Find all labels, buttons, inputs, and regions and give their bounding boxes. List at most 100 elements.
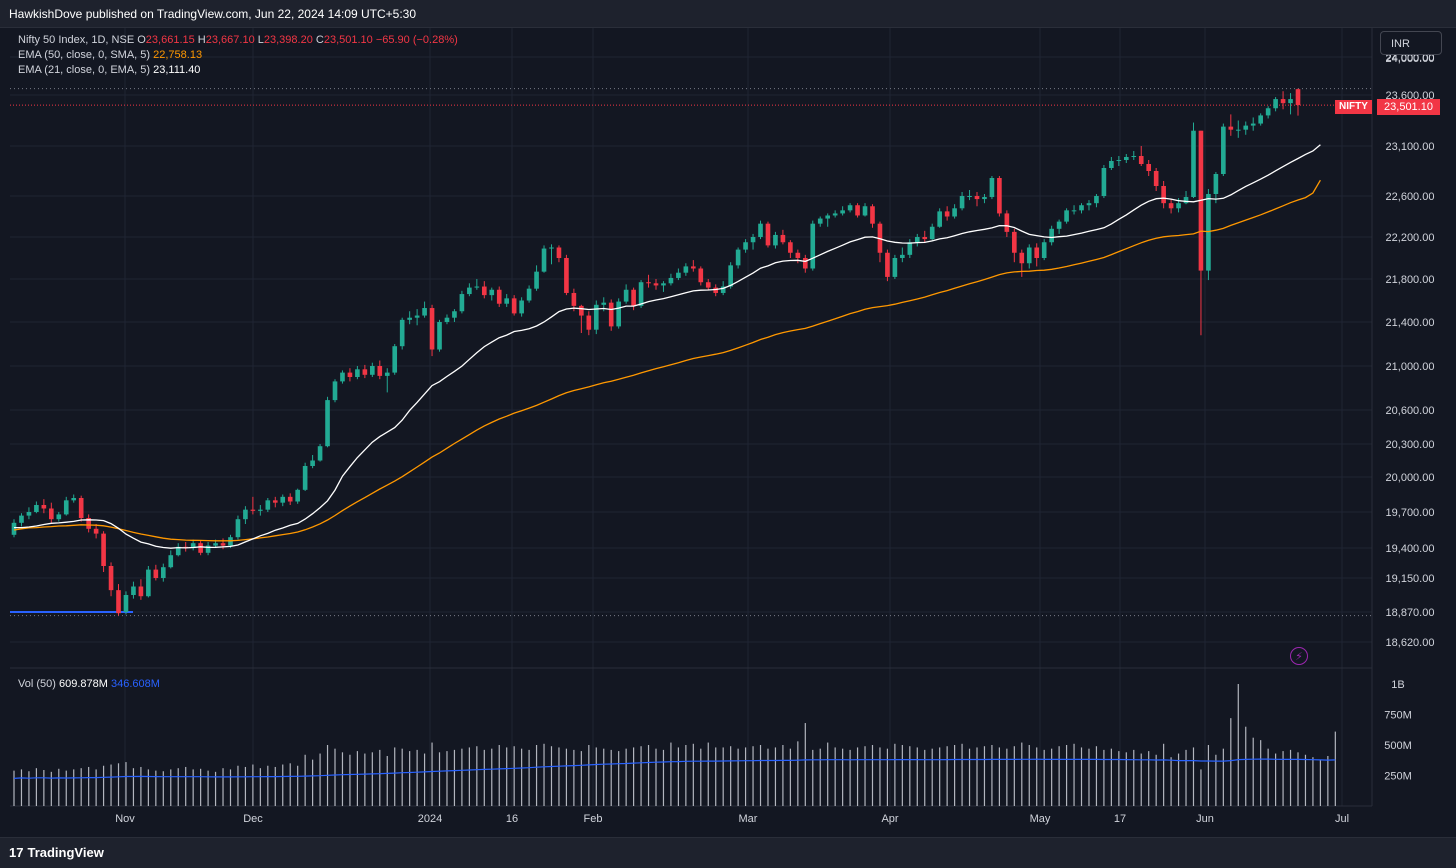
candle-body — [646, 282, 651, 284]
candle-body — [892, 258, 898, 277]
candle-body — [1213, 174, 1219, 194]
candle-body — [392, 346, 398, 373]
candle-body — [101, 533, 106, 566]
candle-body — [1079, 205, 1084, 211]
candle-body — [26, 512, 32, 516]
candle-body — [190, 543, 196, 548]
candle-body — [258, 509, 263, 511]
candle-body — [922, 237, 928, 240]
candle-body — [900, 254, 905, 258]
price-tick-label: 19,150.00 — [1386, 573, 1435, 585]
tradingview-logo[interactable]: 17 TradingView — [9, 845, 104, 860]
candle-body — [1280, 99, 1286, 104]
candle-body — [11, 522, 17, 535]
chart-area[interactable] — [10, 28, 1372, 804]
candle-body — [743, 242, 748, 250]
candle-body — [1116, 160, 1122, 161]
candle-body — [616, 301, 621, 327]
candle-body — [265, 500, 271, 510]
last-price-tag: 23,501.10 — [1377, 99, 1440, 115]
candle-body — [452, 311, 457, 318]
candle-body — [683, 266, 689, 273]
candle-body — [579, 305, 584, 316]
legend-high-label: H — [197, 34, 206, 46]
candle-body — [362, 369, 368, 375]
candle-body — [593, 304, 599, 330]
candle-body — [272, 500, 278, 503]
candle-body — [1191, 130, 1196, 198]
candle-body — [997, 178, 1002, 214]
candle-body — [474, 286, 480, 288]
candle-body — [929, 226, 935, 240]
candle-body — [407, 317, 412, 320]
candle-body — [437, 322, 442, 350]
candle-body — [1206, 194, 1211, 271]
candle-body — [810, 223, 816, 269]
candle-body — [287, 496, 293, 502]
candle-body — [728, 265, 733, 287]
candle-body — [1288, 99, 1293, 104]
candle-body — [907, 242, 913, 255]
candle-body — [1221, 126, 1226, 174]
candle-body — [825, 215, 831, 219]
candle-body — [750, 237, 756, 243]
candle-body — [19, 515, 24, 523]
candle-body — [571, 292, 577, 306]
candle-body — [1041, 242, 1047, 258]
candle-body — [541, 248, 547, 272]
price-tick-label: 20,000.00 — [1386, 472, 1435, 484]
candle-body — [86, 518, 91, 529]
candle-body — [168, 555, 174, 568]
symbol-tag: NIFTY — [1335, 100, 1372, 114]
candle-body — [713, 287, 719, 293]
candle-body — [160, 567, 166, 578]
candle-body — [138, 586, 144, 597]
candle-body — [146, 569, 151, 597]
candle-body — [967, 196, 972, 197]
candle-body — [93, 528, 99, 534]
currency-button[interactable]: INR — [1380, 31, 1442, 55]
candle-body — [49, 508, 54, 520]
candle-body — [1019, 252, 1025, 264]
time-tick-label: Dec — [243, 813, 263, 825]
candle-body — [1146, 164, 1152, 171]
price-tick-label: 19,400.00 — [1386, 543, 1435, 555]
candle-body — [63, 500, 69, 515]
candle-body — [847, 205, 853, 211]
candle-body — [496, 289, 502, 304]
volume-legend: Vol (50) 609.878M 346.608M — [18, 678, 160, 690]
candle-body — [317, 446, 323, 461]
candle-body — [1168, 203, 1174, 209]
candle-body — [131, 586, 136, 595]
candle-body — [332, 381, 338, 401]
candles — [11, 88, 1301, 616]
time-tick-label: Nov — [115, 813, 135, 825]
candle-body — [564, 258, 569, 293]
candle-body — [802, 258, 808, 269]
candle-body — [526, 288, 532, 301]
candle-body — [429, 308, 435, 350]
lightning-icon[interactable]: ⚡ — [1290, 647, 1308, 665]
volume-value: 609.878M — [58, 678, 108, 690]
candle-body — [974, 196, 980, 200]
candle-body — [340, 372, 345, 382]
price-tick-label: 23,100.00 — [1386, 141, 1435, 153]
candle-body — [720, 286, 726, 293]
time-tick-label: Jul — [1335, 813, 1349, 825]
candle-body — [1071, 210, 1077, 212]
tradingview-brand: TradingView — [27, 845, 104, 860]
time-tick-label: 17 — [1114, 813, 1126, 825]
candle-body — [1161, 186, 1166, 204]
volume-tick-label: 750M — [1384, 710, 1412, 722]
candle-body — [295, 489, 300, 502]
candle-body — [623, 289, 629, 302]
candle-body — [1012, 231, 1017, 253]
candle-body — [914, 237, 920, 243]
volume-bars — [13, 684, 1336, 806]
candle-body — [370, 366, 375, 375]
candle-body — [108, 566, 114, 591]
time-tick-label: May — [1030, 813, 1051, 825]
candle-body — [1094, 196, 1099, 204]
candle-body — [668, 277, 674, 284]
